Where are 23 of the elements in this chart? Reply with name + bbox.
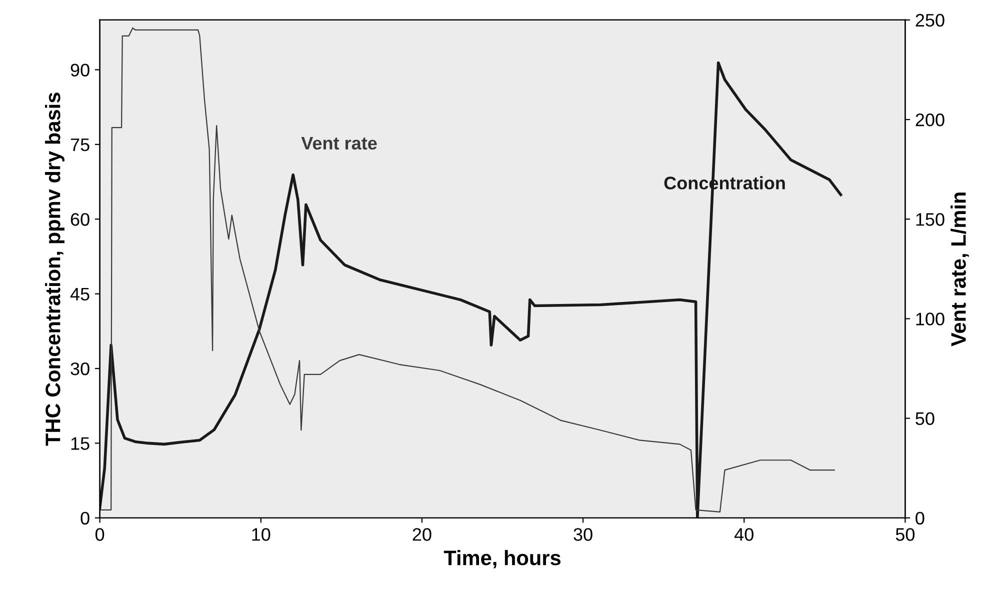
text: Vent rate <box>301 137 377 150</box>
y2-axis-title: Vent rate, L/min <box>950 192 969 346</box>
y-tick-label: 45 <box>70 288 90 301</box>
y2-tick-label: 100 <box>916 312 944 326</box>
x-axis-title: Time, hours <box>444 550 560 568</box>
x-tick-label: 10 <box>252 528 270 541</box>
y2-tick-label: 50 <box>916 412 934 426</box>
x-tick-label: 30 <box>574 528 592 541</box>
x-tick-label: 0 <box>95 528 104 541</box>
y-tick-label: 75 <box>70 138 90 152</box>
x-tick-label: 50 <box>896 528 915 541</box>
y2-tick-label: 0 <box>916 512 924 525</box>
x-tick-label: 40 <box>734 528 754 541</box>
y-axis-title: THC Concentration, ppmv dry basis <box>45 92 64 446</box>
y2-tick-label: 250 <box>916 14 944 27</box>
y-tick-label: 15 <box>71 437 90 450</box>
y-tick-label: 30 <box>70 362 90 376</box>
y-tick-label: 60 <box>70 213 90 226</box>
y2-tick-label: 200 <box>916 113 944 126</box>
y2-tick-label: 150 <box>916 213 944 226</box>
x-tick-label: 20 <box>412 528 432 541</box>
y-tick-label: 90 <box>70 64 90 76</box>
y-tick-label: 0 <box>80 512 90 525</box>
